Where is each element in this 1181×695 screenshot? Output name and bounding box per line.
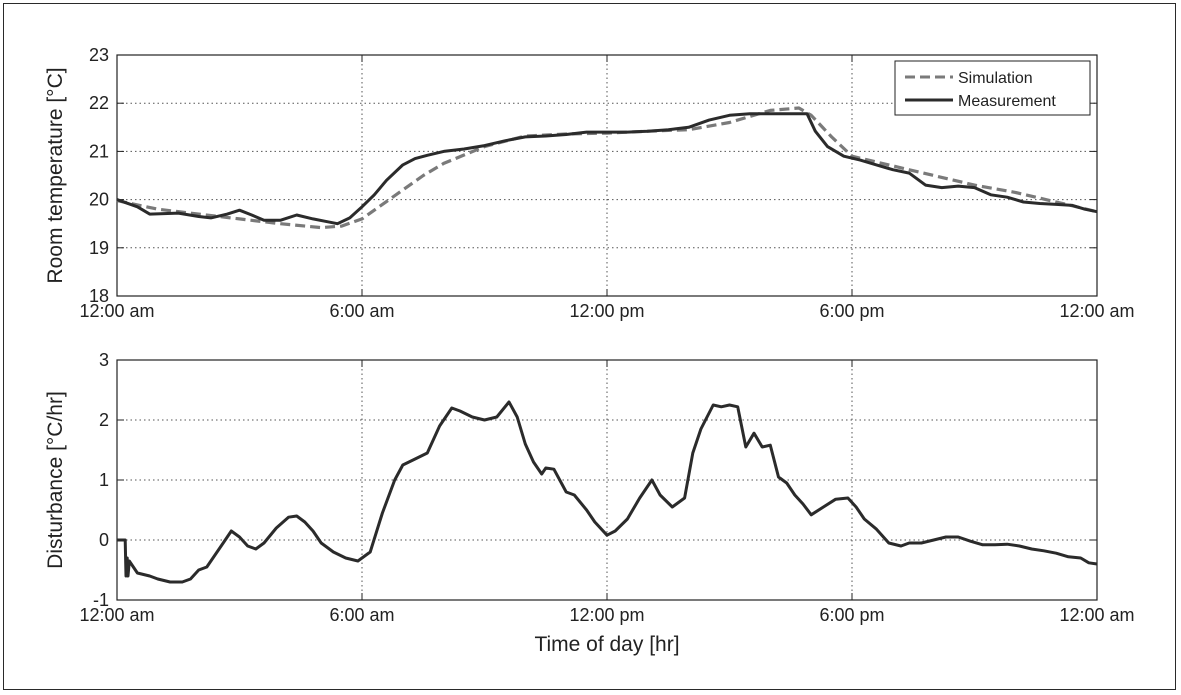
disturbance-y-tick-label: -1 [93,590,109,610]
temperature-x-tick-label: 12:00 am [1059,301,1134,321]
disturbance-y-tick-label: 2 [99,410,109,430]
disturbance-x-tick-label: 6:00 am [329,605,394,625]
temperature-series-simulation-line [116,106,1098,230]
temperature-y-tick-label: 22 [89,93,109,113]
temperature-x-tick-label: 12:00 pm [569,301,644,321]
disturbance-x-tick-label: 12:00 pm [569,605,644,625]
temperature-plot: 12:00 am 6:00 am 12:00 pm 6:00 pm 12:00 am18… [44,45,1135,321]
temperature-y-tick-label: 18 [89,286,109,306]
disturbance-x-tick-label: 6:00 pm [819,605,884,625]
temperature-y-tick-label: 20 [89,190,109,210]
temperature-y-tick-label: 23 [89,45,109,65]
legend-label-simulation: Simulation [958,70,1033,87]
temperature-y-axis-title: Room temperature [°C] [44,67,67,283]
legend: Simulation Measurement [894,60,1091,116]
figure-frame [3,3,1176,690]
legend-box [894,60,1091,116]
temperature-x-tick-label: 6:00 pm [819,301,884,321]
temperature-x-tick-label: 6:00 am [329,301,394,321]
legend-label-measurement: Measurement [958,93,1056,110]
disturbance-x-tick-label: 12:00 am [1059,605,1134,625]
temperature-y-tick-label: 19 [89,238,109,258]
disturbance-y-tick-label: 3 [99,350,109,370]
disturbance-plot: 12:00 am 6:00 am 12:00 pm 6:00 pm 12:00 am-1… [44,350,1135,656]
temperature-series-measurement-line [116,112,1098,226]
disturbance-y-tick-label: 1 [99,470,109,490]
disturbance-y-tick-label: 0 [99,530,109,550]
temperature-y-tick-label: 21 [89,141,109,161]
disturbance-x-axis-title: Time of day [hr] [534,633,679,656]
temperature-x-tick-label: 12:00 am [79,301,154,321]
disturbance-y-axis-title: Disturbance [°C/hr] [44,391,67,569]
disturbance-x-tick-label: 12:00 am [79,605,154,625]
disturbance-series-line-line [117,400,1098,584]
